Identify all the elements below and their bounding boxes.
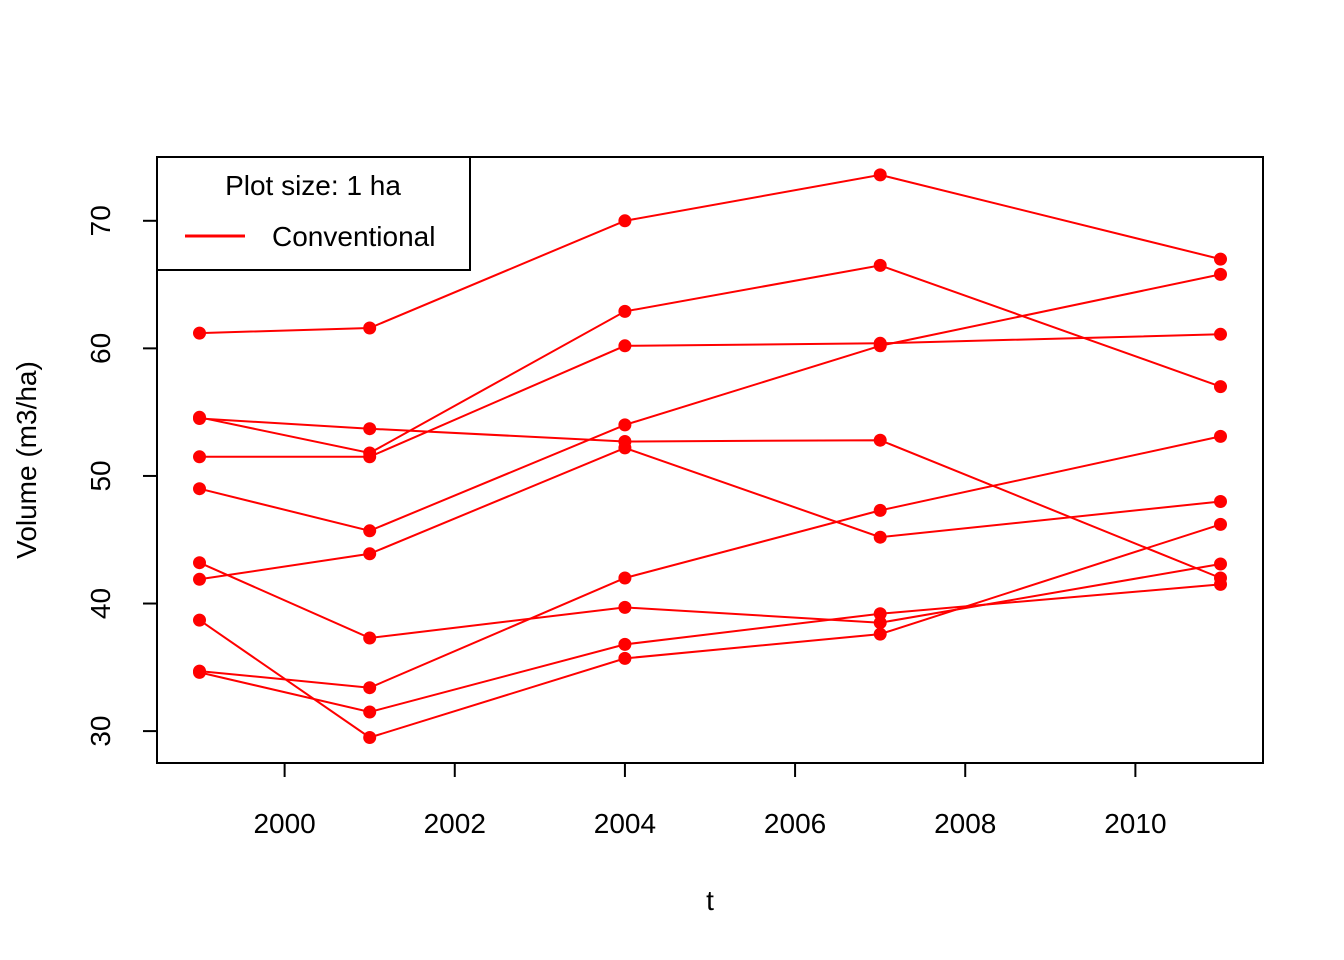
data-point: [1214, 577, 1227, 591]
data-point: [193, 482, 206, 496]
data-point: [618, 637, 632, 651]
x-tick-label: 2002: [424, 808, 486, 839]
y-tick-label: 40: [85, 588, 116, 619]
data-point: [618, 651, 632, 665]
data-point: [618, 418, 632, 432]
data-point: [193, 326, 206, 340]
data-point: [1214, 327, 1227, 341]
data-point: [363, 524, 377, 538]
data-point: [618, 571, 632, 585]
data-point: [873, 607, 887, 621]
data-point: [618, 339, 632, 353]
data-point: [363, 681, 377, 695]
legend: Plot size: 1 ha Conventional: [156, 156, 471, 271]
x-tick-label: 2006: [764, 808, 826, 839]
data-point: [363, 422, 377, 436]
data-point: [363, 547, 377, 561]
y-tick-label: 30: [85, 716, 116, 747]
data-point: [193, 665, 206, 679]
data-point: [193, 556, 206, 570]
legend-box: [156, 156, 471, 271]
legend-label: Conventional: [272, 221, 435, 252]
series-7: [193, 441, 1227, 586]
data-point: [873, 339, 887, 353]
data-point: [873, 530, 887, 544]
y-axis: 30 40 50 60 70: [85, 205, 158, 747]
data-point: [193, 412, 206, 425]
data-point: [873, 503, 887, 517]
data-point: [618, 214, 632, 228]
x-axis-title: t: [706, 885, 714, 916]
series-10: [193, 577, 1227, 719]
data-point: [193, 572, 206, 586]
series-5: [193, 267, 1227, 538]
data-point: [1214, 517, 1227, 531]
data-point: [873, 627, 887, 641]
series-4: [193, 327, 1227, 464]
data-point: [1214, 495, 1227, 508]
data-point: [363, 321, 377, 335]
data-point: [1214, 267, 1227, 281]
y-tick-label: 70: [85, 205, 116, 236]
data-point: [1214, 429, 1227, 443]
data-point: [618, 600, 632, 614]
data-point: [618, 441, 632, 455]
data-point: [1214, 380, 1227, 394]
data-point: [193, 613, 206, 627]
data-point: [873, 433, 887, 447]
data-point: [363, 705, 377, 719]
y-axis-title: Volume (m3/ha): [11, 361, 42, 559]
data-point: [873, 258, 887, 272]
data-point: [363, 450, 377, 464]
x-tick-label: 2000: [253, 808, 315, 839]
series-layer: [193, 168, 1227, 744]
data-point: [193, 450, 206, 464]
plot-frame: [156, 156, 1264, 764]
x-tick-label: 2004: [594, 808, 656, 839]
y-tick-label: 60: [85, 333, 116, 364]
data-point: [873, 168, 887, 182]
x-axis: 2000 2002 2004 2006 2008 2010: [253, 762, 1167, 839]
y-tick-label: 50: [85, 460, 116, 491]
data-point: [1214, 557, 1227, 571]
x-tick-label: 2010: [1104, 808, 1166, 839]
data-point: [618, 304, 632, 318]
series-1: [193, 168, 1227, 340]
data-point: [873, 616, 887, 630]
data-point: [363, 631, 377, 645]
x-tick-label: 2008: [934, 808, 996, 839]
legend-title: Plot size: 1 ha: [225, 170, 401, 201]
data-point: [363, 731, 377, 744]
data-point: [1214, 252, 1227, 266]
